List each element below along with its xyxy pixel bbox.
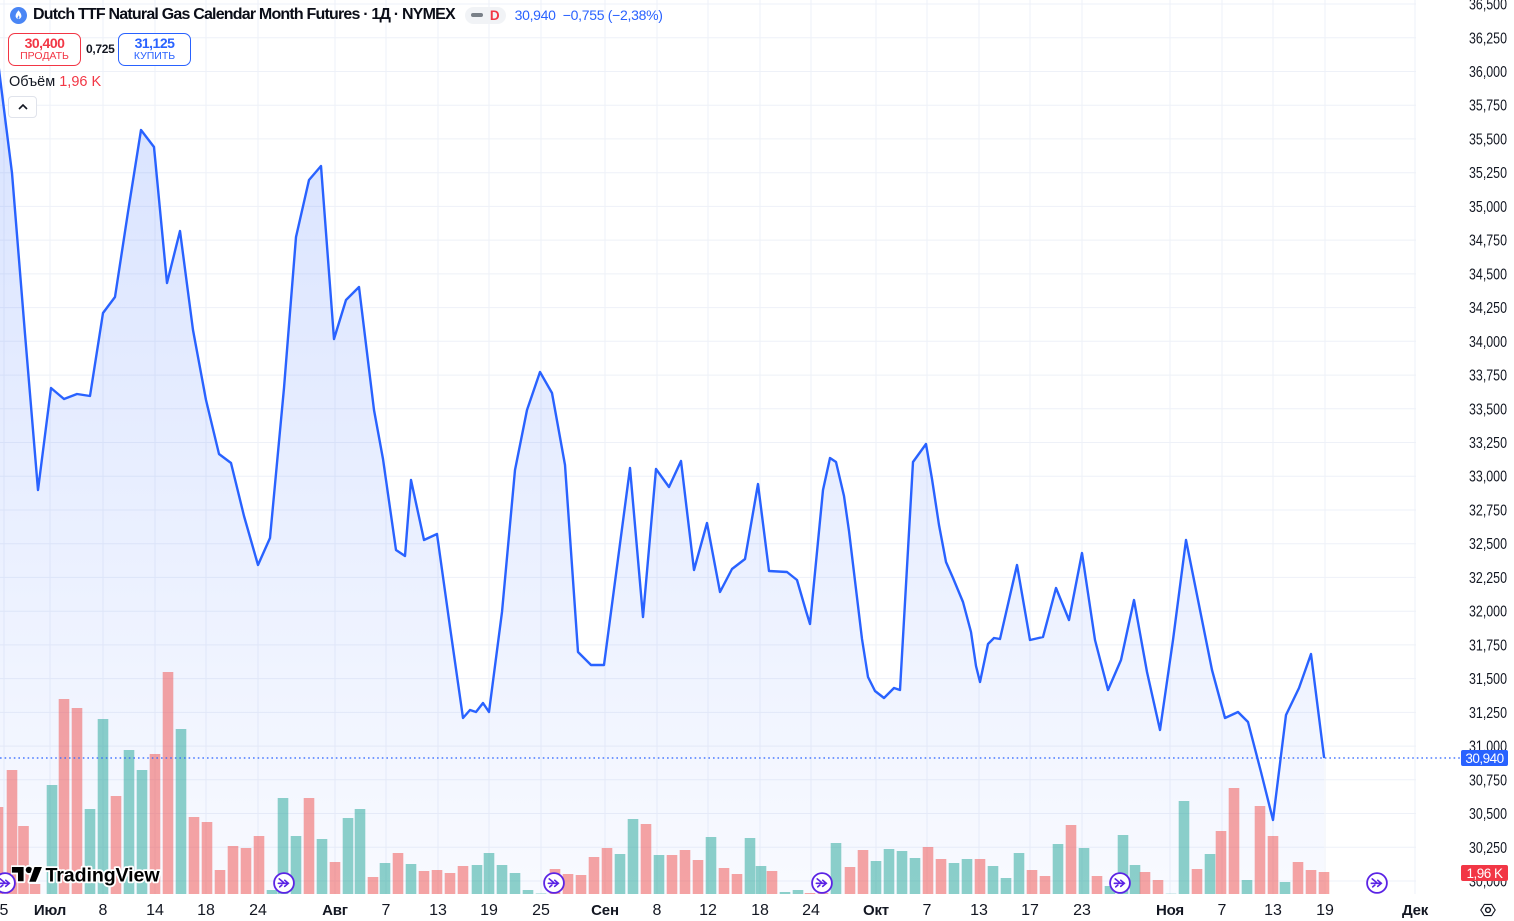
svg-text:14: 14 xyxy=(146,902,164,919)
svg-text:32,500: 32,500 xyxy=(1469,536,1507,553)
svg-text:34,250: 34,250 xyxy=(1469,300,1507,317)
svg-text:30,500: 30,500 xyxy=(1469,806,1507,823)
svg-text:33,000: 33,000 xyxy=(1469,469,1507,486)
svg-text:17: 17 xyxy=(1021,902,1039,919)
svg-text:31,250: 31,250 xyxy=(1469,705,1507,722)
svg-text:Ноя: Ноя xyxy=(1156,902,1184,919)
svg-text:13: 13 xyxy=(429,902,447,919)
svg-text:35,500: 35,500 xyxy=(1469,131,1507,148)
svg-text:Сен: Сен xyxy=(591,902,619,919)
svg-text:13: 13 xyxy=(970,902,988,919)
svg-text:34,000: 34,000 xyxy=(1469,334,1507,351)
svg-text:TradingView: TradingView xyxy=(46,865,161,887)
svg-text:18: 18 xyxy=(751,902,769,919)
svg-text:13: 13 xyxy=(1264,902,1282,919)
svg-text:18: 18 xyxy=(197,902,215,919)
svg-text:Авг: Авг xyxy=(322,902,348,919)
svg-text:31,500: 31,500 xyxy=(1469,671,1507,688)
svg-text:Дек: Дек xyxy=(1402,902,1429,919)
svg-text:32,250: 32,250 xyxy=(1469,570,1507,587)
svg-text:32,750: 32,750 xyxy=(1469,503,1507,520)
svg-text:24: 24 xyxy=(249,902,267,919)
svg-text:30,250: 30,250 xyxy=(1469,840,1507,857)
svg-text:35,750: 35,750 xyxy=(1469,98,1507,115)
svg-text:34,750: 34,750 xyxy=(1469,233,1507,250)
svg-text:32,000: 32,000 xyxy=(1469,604,1507,621)
svg-text:35,250: 35,250 xyxy=(1469,165,1507,182)
svg-text:33,750: 33,750 xyxy=(1469,368,1507,385)
svg-text:23: 23 xyxy=(1073,902,1091,919)
svg-text:Окт: Окт xyxy=(863,902,889,919)
svg-text:5: 5 xyxy=(0,902,9,919)
svg-text:36,250: 36,250 xyxy=(1469,30,1507,47)
svg-text:30,750: 30,750 xyxy=(1469,772,1507,789)
svg-text:12: 12 xyxy=(699,902,717,919)
svg-text:19: 19 xyxy=(480,902,498,919)
svg-text:34,500: 34,500 xyxy=(1469,266,1507,283)
svg-text:8: 8 xyxy=(99,902,108,919)
svg-text:36,500: 36,500 xyxy=(1469,0,1507,14)
svg-text:35,000: 35,000 xyxy=(1469,199,1507,216)
svg-text:7: 7 xyxy=(1218,902,1227,919)
svg-text:31,750: 31,750 xyxy=(1469,637,1507,654)
svg-text:Июл: Июл xyxy=(34,902,66,919)
svg-text:25: 25 xyxy=(532,902,550,919)
svg-text:7: 7 xyxy=(923,902,932,919)
svg-text:8: 8 xyxy=(653,902,662,919)
svg-text:7: 7 xyxy=(382,902,391,919)
svg-text:33,500: 33,500 xyxy=(1469,401,1507,418)
svg-text:36,000: 36,000 xyxy=(1469,64,1507,81)
svg-text:33,250: 33,250 xyxy=(1469,435,1507,452)
svg-text:24: 24 xyxy=(802,902,820,919)
svg-text:19: 19 xyxy=(1316,902,1334,919)
